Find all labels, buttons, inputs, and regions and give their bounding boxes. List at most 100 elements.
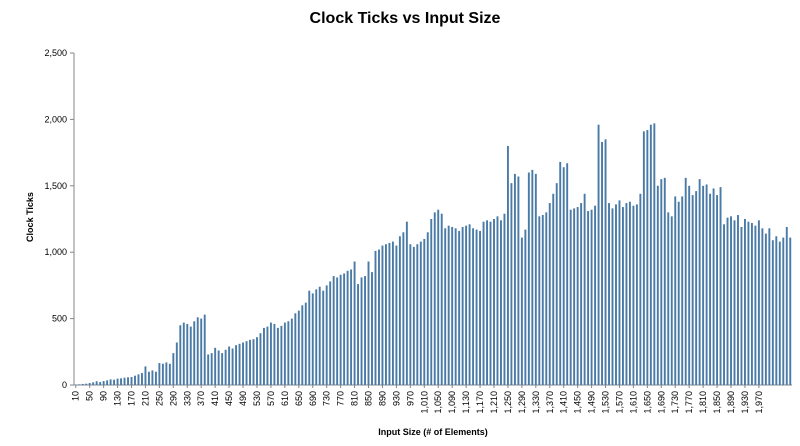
- bar: [692, 195, 694, 385]
- bar: [524, 230, 526, 385]
- bar: [681, 196, 683, 385]
- bar: [308, 291, 310, 385]
- bar: [538, 216, 540, 385]
- bar: [263, 328, 265, 385]
- bar: [768, 228, 770, 385]
- bar: [503, 214, 505, 385]
- bar: [406, 222, 408, 385]
- bar: [277, 328, 279, 385]
- bar: [646, 130, 648, 385]
- bar: [556, 183, 558, 385]
- y-tick-label: 2,000: [44, 114, 67, 124]
- x-tick-label: 1,650: [642, 391, 652, 414]
- bar: [361, 277, 363, 385]
- bar: [110, 379, 112, 385]
- bar: [688, 186, 690, 385]
- bar: [444, 228, 446, 385]
- x-tick-label: 1,890: [726, 391, 736, 414]
- bar: [706, 184, 708, 385]
- x-tick-label: 130: [113, 391, 123, 406]
- bar: [730, 216, 732, 385]
- bar: [441, 214, 443, 385]
- bar: [455, 228, 457, 385]
- bar: [782, 238, 784, 385]
- x-tick-label: 1,850: [712, 391, 722, 414]
- bar: [765, 234, 767, 385]
- bar: [507, 146, 509, 385]
- bar: [179, 325, 181, 385]
- bar: [388, 243, 390, 385]
- bar: [493, 219, 495, 385]
- bar: [744, 219, 746, 385]
- bar: [573, 208, 575, 385]
- bar: [253, 339, 255, 385]
- bar: [643, 131, 645, 385]
- bar: [193, 321, 195, 385]
- x-tick-label: 1,530: [601, 391, 611, 414]
- bar: [741, 227, 743, 385]
- bar: [758, 220, 760, 385]
- y-tick-label: 500: [52, 314, 67, 324]
- bar: [214, 348, 216, 385]
- bar: [298, 311, 300, 385]
- bar: [399, 236, 401, 385]
- x-tick-label: 1,930: [740, 391, 750, 414]
- bar: [427, 232, 429, 385]
- bar: [211, 353, 213, 385]
- x-tick-label: 890: [377, 391, 387, 406]
- x-tick-label: 1,810: [698, 391, 708, 414]
- x-tick-label: 1,410: [559, 391, 569, 414]
- bar: [162, 364, 164, 385]
- bar: [528, 173, 530, 385]
- bar: [343, 273, 345, 385]
- bar: [357, 284, 359, 385]
- x-tick-label: 370: [196, 391, 206, 406]
- bar: [225, 350, 227, 385]
- bar: [584, 194, 586, 385]
- x-tick-label: 170: [127, 391, 137, 406]
- bar: [326, 285, 328, 385]
- bar: [131, 377, 133, 385]
- bar: [141, 373, 143, 385]
- bar: [92, 382, 94, 385]
- bar: [685, 178, 687, 385]
- x-tick-label: 90: [99, 391, 109, 401]
- bar: [789, 238, 791, 385]
- bar: [260, 333, 262, 385]
- bar: [448, 226, 450, 385]
- bar: [639, 194, 641, 385]
- bar: [315, 289, 317, 385]
- bar: [78, 384, 80, 385]
- bar: [96, 381, 98, 385]
- x-tick-label: 530: [252, 391, 262, 406]
- bar: [322, 291, 324, 385]
- bar: [664, 178, 666, 385]
- bar: [197, 317, 199, 385]
- bar: [200, 319, 202, 385]
- bar: [566, 163, 568, 385]
- bar: [221, 353, 223, 385]
- bar: [144, 366, 146, 385]
- bar: [82, 384, 84, 385]
- bar: [117, 379, 119, 385]
- bar: [242, 343, 244, 386]
- bar: [674, 196, 676, 385]
- bar: [632, 206, 634, 385]
- bar: [737, 215, 739, 385]
- bar: [563, 167, 565, 385]
- bar: [580, 203, 582, 385]
- bar: [329, 281, 331, 385]
- x-tick-label: 1,610: [628, 391, 638, 414]
- bar: [786, 227, 788, 385]
- bar: [720, 187, 722, 385]
- x-tick-label: 1,690: [656, 391, 666, 414]
- bar: [113, 380, 115, 385]
- bar: [531, 170, 533, 385]
- bar: [169, 364, 171, 385]
- bar: [151, 370, 153, 385]
- bar: [183, 323, 185, 385]
- bar: [465, 226, 467, 385]
